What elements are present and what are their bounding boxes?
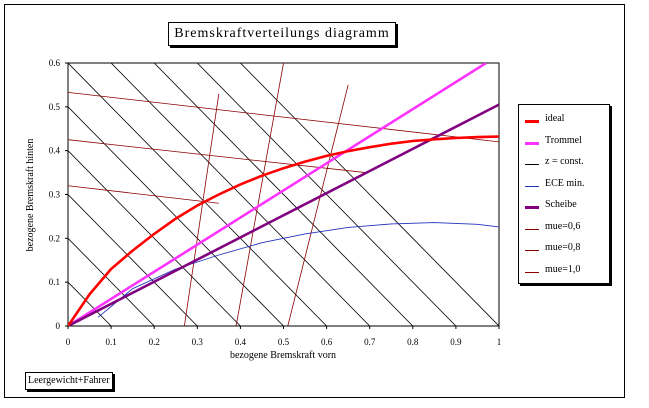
legend-item: ECE min. — [519, 176, 609, 196]
const-z-line — [239, 63, 499, 326]
legend-label: Scheibe — [545, 199, 577, 210]
legend-item: z = const. — [519, 154, 609, 174]
x-tick-label: 0 — [66, 337, 71, 347]
y-tick-label: 0.2 — [49, 233, 60, 243]
mue-line — [68, 91, 499, 143]
x-tick-label: 0.3 — [192, 337, 204, 347]
const-z-line — [196, 63, 457, 326]
mue-lines — [68, 63, 499, 326]
x-tick-label: 0.6 — [321, 337, 333, 347]
const-z-line — [110, 63, 370, 326]
y-tick-label: 0.3 — [49, 190, 61, 200]
y-tick-label: 0.6 — [49, 58, 61, 68]
x-axis-label: bezogene Bremskraft vorn — [230, 350, 336, 361]
mue-line — [287, 84, 349, 326]
legend-swatch — [525, 141, 539, 145]
legend: ideal Trommel z = const. ECE min. Scheibe mue… — [518, 104, 610, 284]
const-z-line — [68, 194, 198, 326]
x-tick-label: 0.4 — [235, 337, 247, 347]
x-tick-label: 1 — [497, 337, 502, 347]
legend-label: mue=1,0 — [545, 263, 581, 275]
legend-label: ECE min. — [545, 177, 585, 189]
legend-item: mue=1,0 — [519, 262, 609, 282]
legend-label: z = const. — [545, 156, 584, 167]
series-line-scheibe — [68, 103, 499, 326]
x-tick-label: 0.7 — [364, 337, 376, 347]
const-z-line — [68, 150, 241, 326]
legend-swatch — [525, 185, 539, 187]
legend-item: Trommel — [519, 133, 609, 153]
y-axis-ticks: 0 0.1 0.2 0.3 0.4 0.5 0.6 — [49, 58, 68, 331]
x-tick-label: 0.8 — [407, 337, 419, 347]
const-z-line — [153, 63, 414, 326]
y-tick-label: 0 — [56, 321, 61, 331]
y-tick-label: 0.4 — [49, 146, 61, 156]
y-axis-label: bezogene Bremskraft hinten — [25, 139, 36, 252]
legend-item: ideal — [519, 111, 609, 131]
series-line-ideal — [68, 135, 499, 326]
legend-item: mue=0,6 — [519, 219, 609, 239]
legend-swatch — [525, 206, 539, 209]
legend-label: mue=0,8 — [545, 242, 581, 253]
chart-title: Bremskraftverteilungs diagramm — [168, 22, 396, 46]
legend-label: ideal — [545, 113, 565, 124]
legend-item: mue=0,8 — [519, 240, 609, 260]
mue-line — [183, 93, 220, 326]
series-line-ece-min — [97, 222, 499, 318]
x-axis-ticks: 0 0.1 0.2 0.3 0.4 0.5 0.6 0.7 0.8 0.9 1 — [66, 326, 502, 347]
legend-swatch — [525, 164, 539, 165]
legend-item: Scheibe — [519, 197, 609, 217]
legend-swatch — [525, 228, 539, 230]
x-tick-label: 0.1 — [105, 337, 116, 347]
const-z-line — [68, 63, 327, 326]
x-tick-label: 0.5 — [278, 337, 290, 347]
mue-line — [68, 139, 366, 173]
mue-line — [235, 63, 284, 326]
y-tick-label: 0.1 — [49, 277, 60, 287]
series-line-trommel — [68, 63, 487, 326]
legend-label: Trommel — [545, 134, 582, 146]
legend-swatch — [525, 271, 539, 273]
legend-label: mue=0,6 — [545, 220, 581, 232]
legend-swatch — [525, 120, 539, 123]
legend-swatch — [525, 250, 539, 251]
y-tick-label: 0.5 — [49, 102, 61, 112]
note-label: Leergewicht+Fahrer — [25, 372, 113, 390]
const-z-line — [68, 281, 112, 326]
x-tick-label: 0.2 — [149, 337, 160, 347]
series-layer — [68, 63, 499, 326]
mue-line — [68, 185, 219, 204]
x-tick-label: 0.9 — [450, 337, 462, 347]
const-z-line — [68, 238, 155, 326]
